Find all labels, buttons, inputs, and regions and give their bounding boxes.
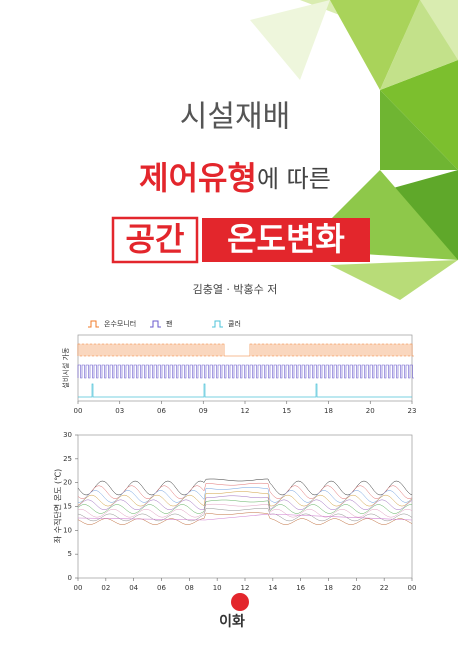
wave bbox=[77, 364, 414, 379]
chart-2: 좌 수직단면 온도 (℃) 0 5 10 15 20 25 30 00 02 04 06 08 10 12… bbox=[53, 431, 417, 592]
legend-swatch bbox=[150, 320, 161, 328]
x-tick-label: 15 bbox=[282, 407, 291, 415]
wave bbox=[78, 487, 413, 503]
x-tick-label: 14 bbox=[268, 584, 277, 592]
title-box1: 공간 bbox=[126, 220, 185, 258]
x-tick-label: 00 bbox=[408, 584, 417, 592]
wave bbox=[77, 482, 413, 499]
title-box2: 온도변화 bbox=[227, 220, 345, 258]
wave bbox=[77, 503, 413, 518]
legend-swatch bbox=[212, 320, 223, 328]
legend-label: 온수모니터 bbox=[104, 319, 136, 328]
x-tick-label: 23 bbox=[408, 407, 417, 415]
legend-label: 쿨러 bbox=[228, 319, 241, 328]
y-axis-label: 좌 수직단면 온도 (℃) bbox=[53, 469, 63, 543]
x-tick-label: 18 bbox=[324, 407, 333, 415]
y-tick-label: 5 bbox=[68, 550, 72, 558]
wave bbox=[77, 508, 413, 522]
y-tick-label: 15 bbox=[63, 503, 72, 511]
wave bbox=[77, 512, 413, 525]
x-tick-label: 18 bbox=[324, 584, 333, 592]
x-tick-label: 09 bbox=[199, 407, 208, 415]
title-rest: 에 따른 bbox=[257, 165, 331, 193]
y-tick-label: 10 bbox=[63, 526, 72, 534]
publisher: 이화 bbox=[219, 613, 245, 630]
wave bbox=[77, 491, 413, 507]
publisher-logo: 이화 bbox=[219, 593, 249, 630]
legend-swatch bbox=[88, 320, 99, 328]
x-tick-label: 22 bbox=[380, 584, 389, 592]
y-tick-label: 20 bbox=[63, 479, 72, 487]
y-tick-label: 0 bbox=[68, 574, 72, 582]
wave bbox=[77, 499, 412, 514]
title-line2: 제어유형에 따른 bbox=[139, 159, 331, 197]
y-tick-label: 25 bbox=[63, 455, 72, 463]
x-tick-label: 06 bbox=[157, 584, 166, 592]
x-tick-label: 10 bbox=[213, 584, 222, 592]
wave bbox=[77, 495, 413, 511]
y-tick-label: 30 bbox=[63, 431, 72, 439]
x-tick-label: 20 bbox=[352, 584, 361, 592]
wave bbox=[78, 383, 412, 398]
legend-label: 팬 bbox=[166, 319, 172, 328]
title-highlight: 제어유형 bbox=[139, 159, 257, 197]
x-tick-label: 04 bbox=[129, 584, 138, 592]
x-tick-label: 12 bbox=[241, 407, 250, 415]
chart-1: 설비시설 가동 온수모니터 팬 쿨러 00 03 06 09 12 15 18 20 23 bbox=[61, 319, 416, 415]
x-tick-label: 02 bbox=[101, 584, 110, 592]
x-tick-label: 06 bbox=[157, 407, 166, 415]
author: 김충열 · 박홍수 저 bbox=[193, 282, 278, 296]
x-tick-label: 00 bbox=[74, 584, 83, 592]
wave bbox=[77, 343, 414, 357]
x-tick-label: 08 bbox=[185, 584, 194, 592]
x-tick-label: 20 bbox=[366, 407, 375, 415]
wave bbox=[77, 513, 413, 521]
box-fill bbox=[202, 218, 370, 262]
x-tick-label: 16 bbox=[296, 584, 305, 592]
x-tick-label: 03 bbox=[115, 407, 124, 415]
x-tick-label: 12 bbox=[241, 584, 250, 592]
title-line1: 시설재배 bbox=[180, 100, 290, 135]
box-outline bbox=[111, 216, 199, 264]
y-axis-label: 설비시설 가동 bbox=[61, 347, 70, 388]
x-tick-label: 00 bbox=[74, 407, 83, 415]
